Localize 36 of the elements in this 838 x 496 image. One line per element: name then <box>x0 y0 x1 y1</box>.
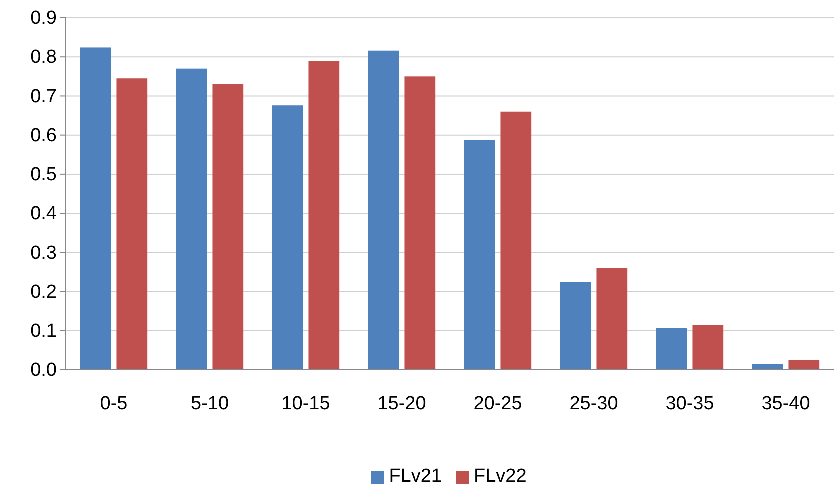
bar <box>308 61 340 370</box>
bar <box>464 140 496 370</box>
x-tick-label: 0-5 <box>100 393 128 414</box>
x-tick-label: 5-10 <box>190 393 230 414</box>
bar <box>788 360 820 370</box>
bar <box>212 84 244 370</box>
bar <box>656 328 688 370</box>
bar <box>752 364 784 370</box>
x-tick-label: 35-40 <box>762 393 810 414</box>
bar <box>560 282 592 370</box>
legend-label: FLv21 <box>389 466 442 487</box>
y-tick-label: 0.1 <box>30 320 57 342</box>
x-tick-label: 30-35 <box>666 393 714 414</box>
y-tick-label: 0.2 <box>30 282 57 303</box>
y-tick-label: 0.4 <box>30 204 58 225</box>
bar <box>500 112 532 370</box>
legend-label: FLv22 <box>474 466 527 487</box>
x-tick-label: 15-20 <box>378 393 426 414</box>
x-tick-label: 25-30 <box>570 393 618 414</box>
bar <box>176 68 208 370</box>
y-tick-label: 0.3 <box>30 242 57 264</box>
y-tick-label: 0.6 <box>30 125 57 146</box>
bar <box>272 106 304 370</box>
bar <box>596 268 628 370</box>
bar <box>116 78 148 370</box>
y-tick-label: 0.5 <box>30 164 57 186</box>
x-tick-label: 10-15 <box>282 393 330 414</box>
y-tick-label: 0.0 <box>30 360 57 382</box>
y-tick-label: 0.9 <box>30 8 57 30</box>
x-tick-label: 20-25 <box>474 393 522 414</box>
y-tick-label: 0.7 <box>30 86 57 108</box>
bar <box>692 325 724 370</box>
bar <box>80 48 112 370</box>
y-tick-label: 0.8 <box>30 47 57 68</box>
bar <box>404 76 436 370</box>
bar <box>368 50 400 370</box>
